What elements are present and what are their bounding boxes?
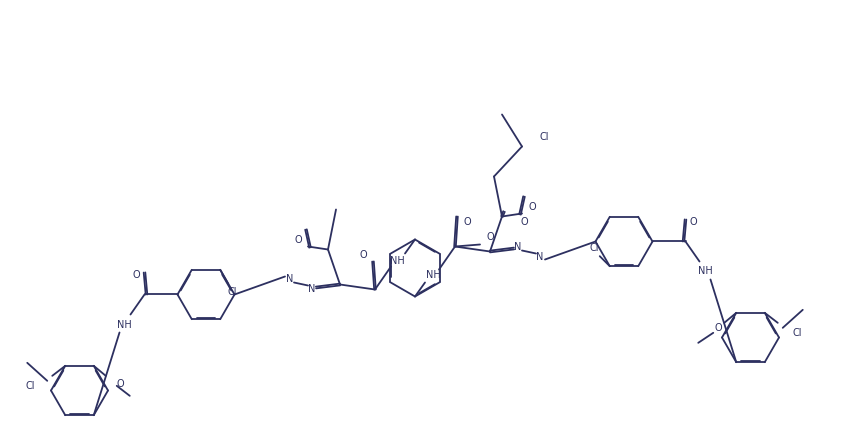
Text: O: O [690, 217, 697, 226]
Text: O: O [463, 217, 471, 226]
Text: N: N [286, 275, 294, 285]
Text: NH: NH [698, 266, 713, 276]
Text: O: O [133, 269, 141, 279]
Text: O: O [360, 249, 367, 259]
Text: Cl: Cl [540, 132, 550, 142]
Text: O: O [520, 217, 528, 226]
Text: O: O [528, 201, 536, 211]
Text: N: N [536, 252, 544, 262]
Text: Cl: Cl [227, 287, 237, 297]
Text: Cl: Cl [26, 381, 35, 391]
Text: O: O [117, 379, 125, 389]
Text: N: N [514, 242, 522, 252]
Text: O: O [294, 235, 301, 245]
Text: NH: NH [390, 256, 404, 266]
Text: Cl: Cl [590, 243, 600, 253]
Text: N: N [308, 285, 316, 294]
Text: O: O [486, 232, 493, 242]
Text: O: O [715, 323, 722, 333]
Text: NH: NH [425, 269, 440, 279]
Text: NH: NH [117, 320, 132, 330]
Text: Cl: Cl [793, 328, 802, 338]
